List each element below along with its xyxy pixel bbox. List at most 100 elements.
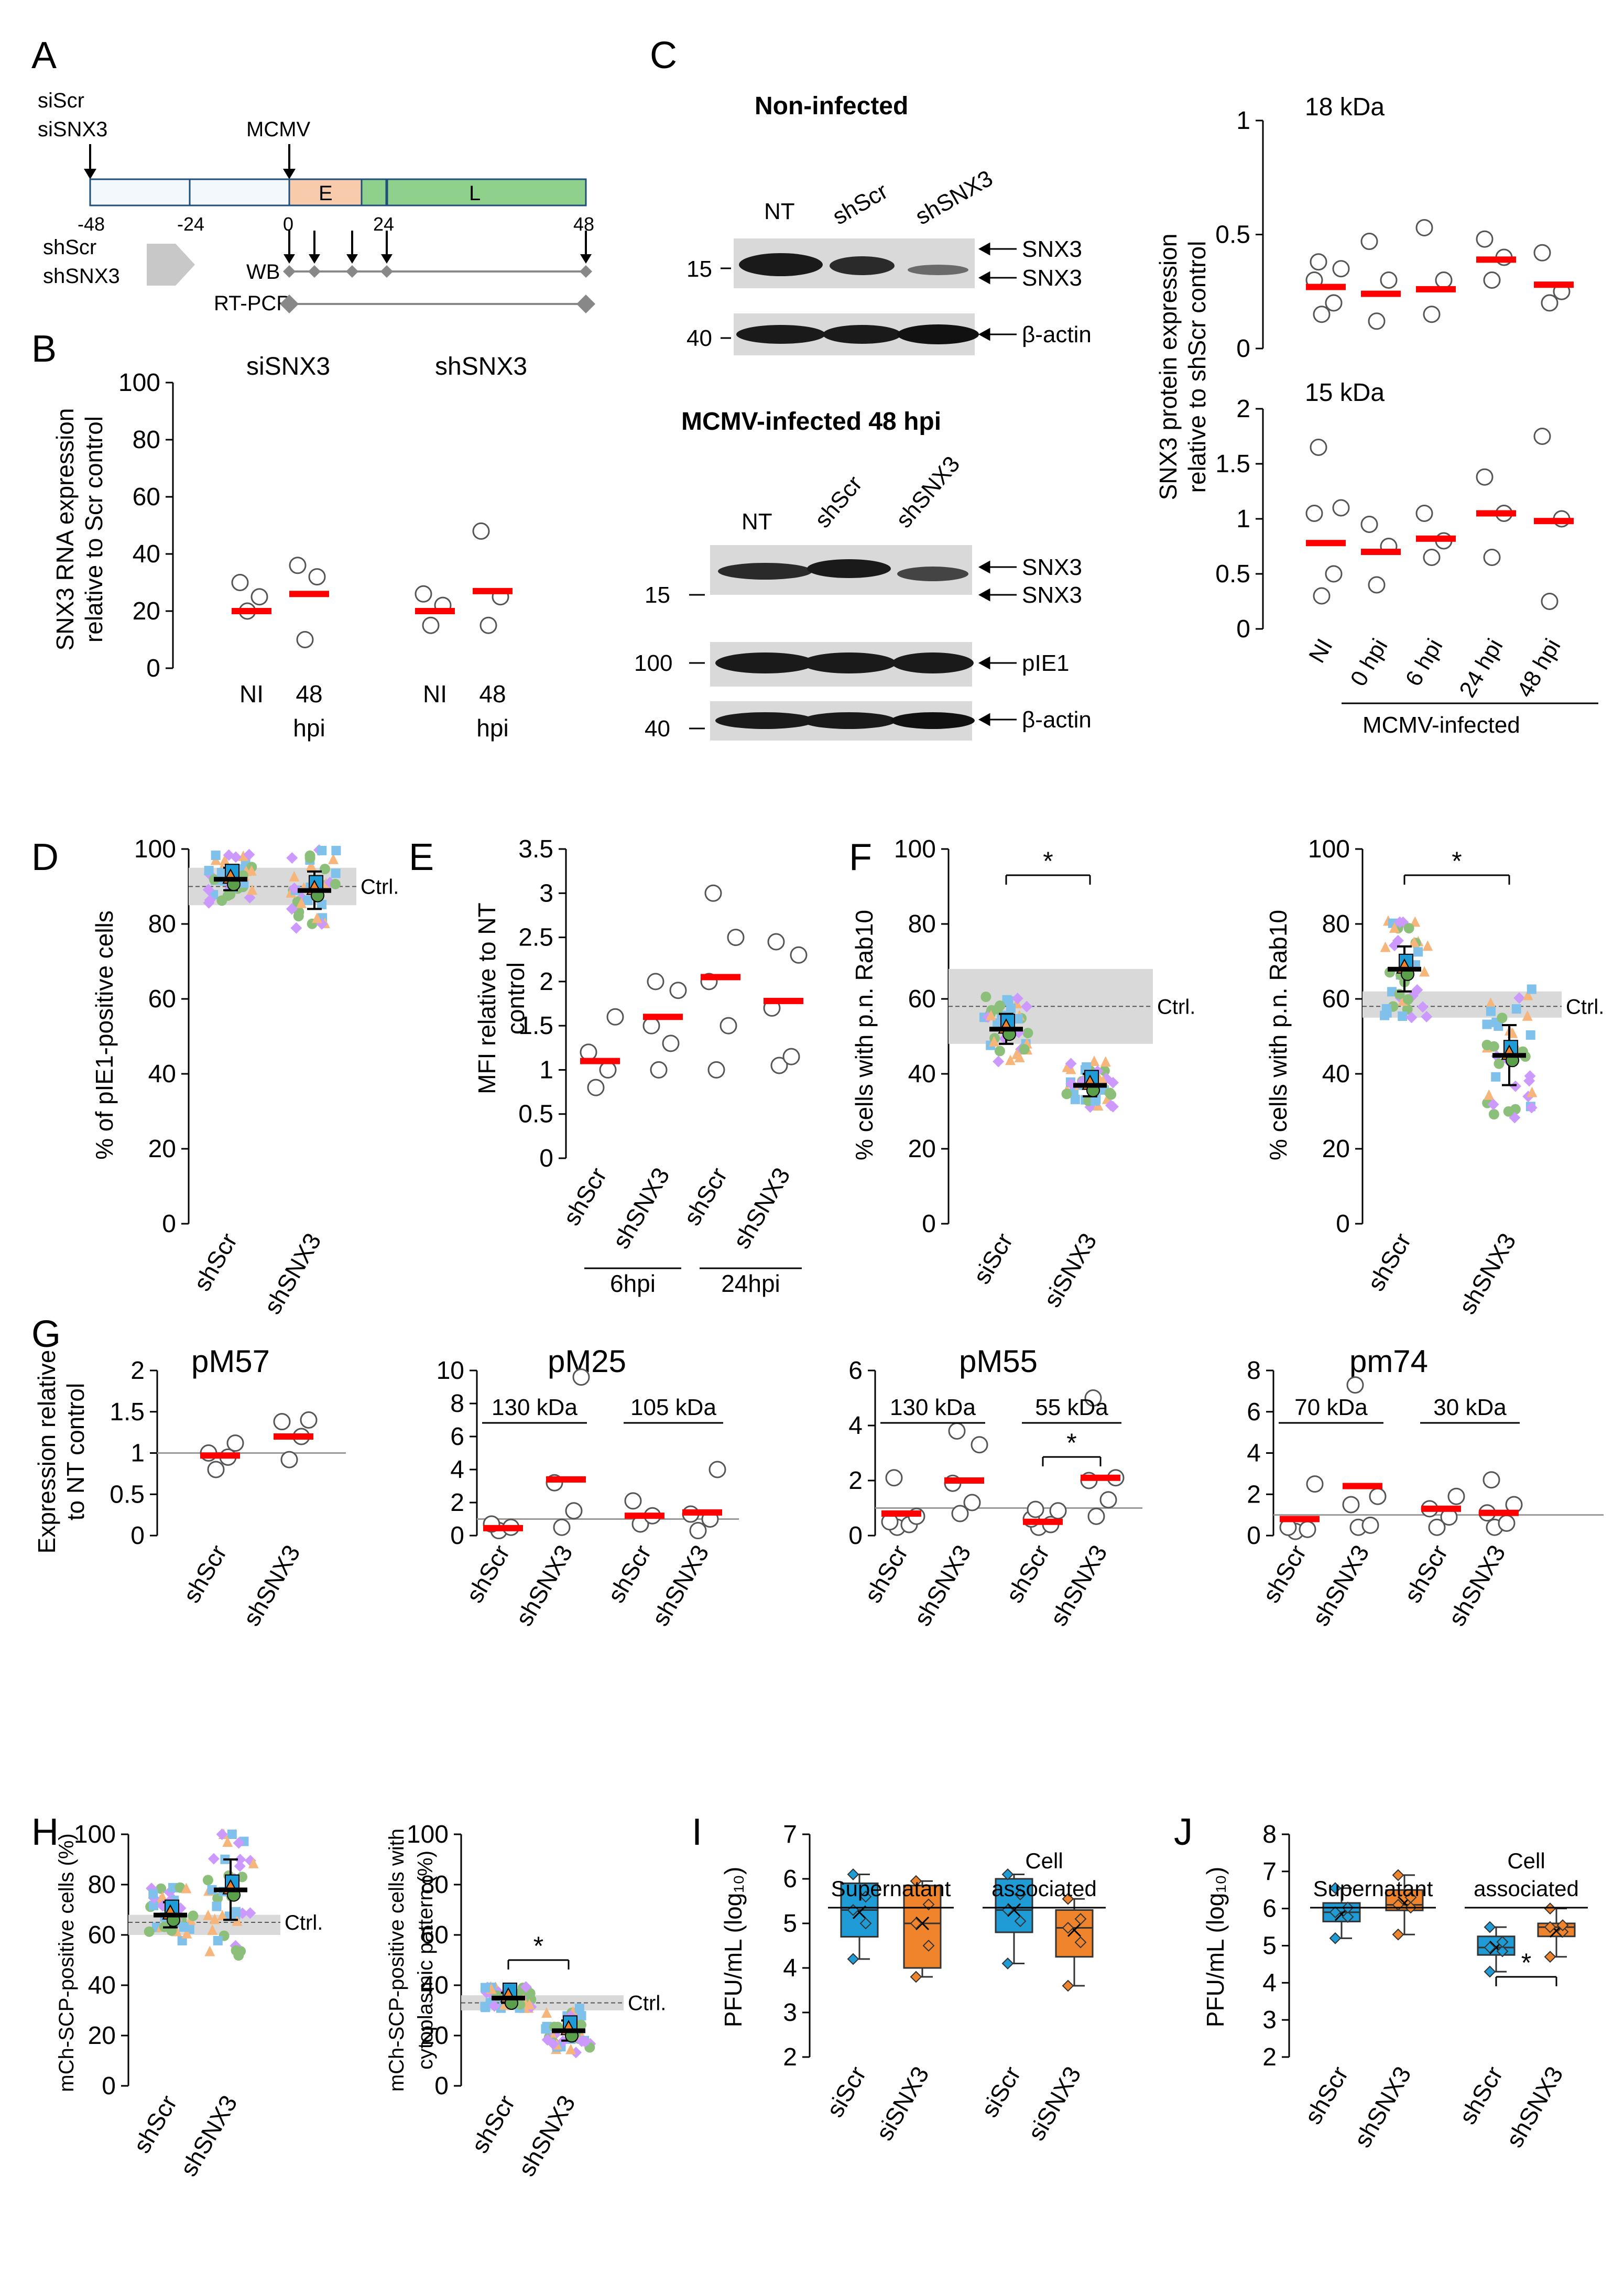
y-tick-label-E-1: 0.5 [518, 1101, 553, 1128]
blot2-arrows [978, 560, 1017, 726]
mean-bar-F2-1 [1492, 1053, 1526, 1058]
phase-late [361, 178, 587, 206]
y-tick-label-F1-5: 100 [894, 835, 936, 863]
point-G4-0-1 [1299, 1520, 1316, 1538]
point-E-2-4 [704, 884, 722, 902]
point-G3-1-1 [963, 1494, 981, 1511]
rep-F1-0-19 [1021, 1000, 1033, 1013]
rep-D-1-7 [286, 852, 298, 864]
x-label-E-2: shScr [678, 1163, 733, 1230]
rep-D-1-4 [317, 900, 326, 910]
box-point-J-1-3 [1404, 1891, 1417, 1903]
box-point-J-3-4 [1544, 1902, 1556, 1915]
rep-F2-0-39 [1394, 916, 1406, 928]
rep-H1-1-8 [212, 1901, 222, 1911]
chart-title-G4: pm74 [1349, 1344, 1428, 1379]
panel-letter-D: D [31, 836, 59, 878]
point-C15-4-2 [1533, 428, 1551, 445]
point-C18-0-0 [1313, 306, 1331, 323]
y-tick-label-H1-2: 40 [88, 1972, 116, 1999]
panel-letter-G: G [31, 1313, 61, 1355]
y-tick-label-G3-1: 2 [848, 1467, 863, 1495]
blot1-lane-shSNX3: shSNX3 [911, 166, 997, 230]
sig-star-J: * [1521, 1948, 1531, 1977]
point-C15-4-0 [1541, 593, 1558, 610]
mean-x2-I-1 [915, 1916, 930, 1931]
box-point-J-0-4 [1329, 1882, 1342, 1895]
point-C18-3-0 [1483, 271, 1501, 289]
y-tick-label-G3-2: 4 [848, 1412, 863, 1440]
sig-star-F2: * [1452, 846, 1462, 876]
y-tick-label-H2-0: 0 [434, 2072, 449, 2100]
y-label-D: % of pIE1-positive cells [91, 910, 118, 1160]
y-tick-label-D-2: 40 [148, 1060, 176, 1088]
rep-H1-1-17 [217, 1910, 228, 1921]
box-point-I-3-4 [1062, 1892, 1074, 1905]
rep-D-0-21 [246, 865, 257, 876]
box-point-I-2-0 [1001, 1957, 1014, 1970]
box-point-J-3-2 [1544, 1921, 1556, 1933]
rep-H1-0-13 [181, 1928, 192, 1939]
x-label-C15-0: NI [1304, 635, 1337, 668]
y-tick-label-D-3: 60 [148, 985, 176, 1013]
rep-D-1-39 [288, 882, 300, 894]
x-label-D-0: shScr [188, 1228, 243, 1296]
rep-F1-1-5 [1100, 1056, 1111, 1067]
point-B-2-0 [422, 616, 440, 634]
y-tick-label-J-5: 7 [1262, 1858, 1277, 1886]
point-B-1-0 [296, 631, 314, 648]
point-C18-4-2 [1533, 244, 1551, 262]
y-tick-label-F2-1: 20 [1322, 1135, 1350, 1163]
y-tick-label-G4-3: 6 [1247, 1398, 1261, 1426]
point-G3-3-1 [1099, 1491, 1117, 1509]
rep-F2-1-24 [1486, 1006, 1496, 1016]
point-C15-0-4 [1310, 439, 1327, 456]
y-tick-label-B-1: 20 [133, 597, 160, 625]
box-point-I-0-1 [859, 1917, 872, 1930]
tick-48: 48 [573, 213, 594, 235]
mean-bar-C15-3 [1476, 510, 1516, 517]
rep-H2-1-39 [575, 2035, 587, 2047]
chart-title-G1: pM57 [191, 1344, 270, 1379]
mean-bar-C15-4 [1534, 518, 1574, 525]
ctrl-label-F2: Ctrl. [1566, 995, 1604, 1018]
rep-D-0-25 [219, 854, 230, 865]
point-C15-3-0 [1483, 549, 1501, 566]
rep-H1-1-31 [233, 1837, 245, 1849]
y-tick-label-H1-0: 0 [102, 2072, 116, 2100]
rep-F1-1-30 [1061, 1089, 1072, 1100]
mean-bar-C18-2 [1416, 286, 1456, 292]
rep-H1-1-37 [222, 1836, 233, 1847]
box-point-I-1-0 [910, 1971, 922, 1983]
rep-H1-1-39 [208, 1853, 220, 1865]
x-label-C15-2: 6 hpi [1401, 635, 1448, 691]
subgroup-label-G4-1: 30 kDa [1433, 1395, 1507, 1420]
x-label-J-0: shScr [1299, 2062, 1354, 2129]
y-label-B-b: relative to Scr control [80, 416, 107, 643]
rep-F2-0-5 [1419, 966, 1430, 977]
x-label-I-0: siScr [821, 2062, 871, 2122]
point-E-2-3 [727, 929, 745, 946]
point-G1-0-3 [226, 1434, 244, 1452]
y-label-E-b: control [502, 962, 529, 1035]
point-G3-3-0 [1087, 1507, 1105, 1525]
y-tick-label-J-6: 8 [1262, 1821, 1277, 1848]
point-G3-1-0 [951, 1505, 969, 1522]
blot1-marker-15: 15 [686, 256, 712, 282]
chart-D: 0 20 40 60 80 100 % of pIE1-positive cells Ctrl… [91, 835, 399, 1319]
rep-F1-1-27 [1107, 1076, 1119, 1089]
rep-F1-1-32 [1090, 1096, 1100, 1106]
point-E-3-3 [790, 946, 808, 964]
y-tick-label-E-3: 1.5 [518, 1012, 553, 1040]
box-point-I-1-4 [910, 1875, 922, 1887]
blot1-title: Non-infected [755, 92, 908, 120]
x-label-G2-3: shSNX3 [646, 1540, 714, 1630]
point-C18-1-1 [1380, 271, 1398, 289]
rep-F2-0-37 [1389, 922, 1400, 933]
mean-bar-E-1 [643, 1014, 683, 1020]
point-B-2-2 [415, 585, 432, 603]
rep-H2-1-21 [541, 2007, 552, 2018]
point-C15-2-0 [1423, 549, 1441, 566]
rep-F1-0-2 [994, 1046, 1005, 1057]
rep-D-1-28 [303, 896, 313, 906]
